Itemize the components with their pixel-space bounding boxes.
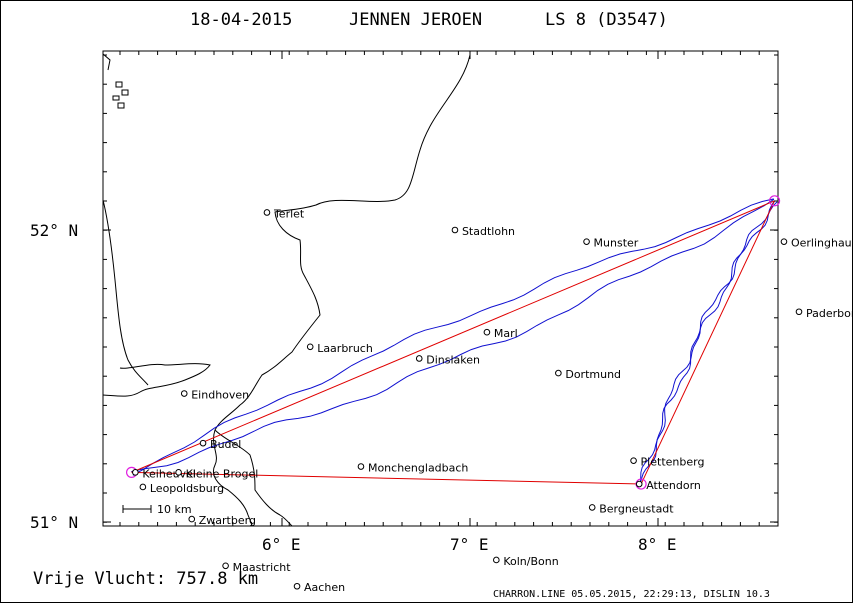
- place-stadtlohn: Stadtlohn: [452, 225, 515, 238]
- place-marker-icon: [223, 563, 229, 569]
- scale-bar: 10 km: [123, 503, 192, 516]
- place-munster: Munster: [584, 237, 639, 250]
- place-kleine-brogel: Kleine Brogel: [176, 467, 259, 480]
- place-marker-icon: [176, 470, 182, 476]
- lon-tick-label: 8° E: [638, 535, 677, 554]
- place-marker-icon: [294, 583, 300, 589]
- route-leg: [132, 201, 775, 473]
- place-marker-icon: [494, 557, 500, 563]
- place-label: Marl: [494, 327, 518, 340]
- place-label: Koln/Bonn: [503, 555, 558, 568]
- nl-coast: [103, 200, 148, 385]
- place-marker-icon: [589, 505, 595, 511]
- place-label: Budel: [210, 438, 241, 451]
- place-marker-icon: [358, 464, 364, 470]
- place-attendorn: Attendorn: [636, 479, 701, 492]
- place-koln-bonn: Koln/Bonn: [494, 555, 559, 568]
- place-laarbruch: Laarbruch: [307, 342, 372, 355]
- place-marker-icon: [556, 370, 562, 376]
- place-paderborn: Paderborn: [796, 307, 853, 320]
- place-marker-icon: [484, 329, 490, 335]
- country-borders: [103, 54, 470, 526]
- place-marker-icon: [781, 239, 787, 245]
- lat-tick-label: 51° N: [30, 513, 78, 532]
- place-label: Munster: [594, 237, 639, 250]
- place-marker-icon: [133, 470, 139, 476]
- place-marker-icon: [584, 239, 590, 245]
- place-label: Zwartberg: [199, 514, 256, 527]
- place-plettenberg: Plettenberg: [631, 456, 705, 469]
- place-markers: Terlet Stadtlohn Munster Oerlinghausen Pader…: [133, 207, 853, 594]
- place-marker-icon: [631, 458, 637, 464]
- place-marker-icon: [264, 210, 270, 216]
- place-marker-icon: [140, 484, 146, 490]
- place-label: Bergneustadt: [599, 502, 674, 515]
- track-segment: [133, 199, 774, 475]
- place-oerlinghausen: Oerlinghausen: [781, 237, 853, 250]
- place-label: Stadtlohn: [462, 225, 515, 238]
- place-marker-icon: [307, 344, 313, 350]
- place-eindhoven: Eindhoven: [181, 389, 249, 402]
- scale-bar-label: 10 km: [157, 503, 192, 516]
- place-marker-icon: [416, 356, 422, 362]
- glider-class: LS 8 (D3547): [545, 10, 668, 30]
- track-segment: [131, 199, 774, 471]
- place-monchengladbach: Monchengladbach: [358, 462, 468, 475]
- place-marker-icon: [189, 516, 195, 522]
- place-leopoldsburg: Leopoldsburg: [140, 482, 224, 495]
- place-label: Eindhoven: [191, 389, 249, 402]
- place-label: Leopoldsburg: [150, 482, 224, 495]
- place-marker-icon: [452, 227, 458, 233]
- lon-tick-label: 7° E: [450, 535, 489, 554]
- place-marl: Marl: [484, 327, 518, 340]
- place-label: Aachen: [304, 581, 345, 594]
- place-label: Paderborn: [806, 307, 853, 320]
- place-label: Monchengladbach: [368, 462, 468, 475]
- place-dinslaken: Dinslaken: [416, 353, 480, 366]
- place-terlet: Terlet: [264, 207, 305, 220]
- place-marker-icon: [636, 481, 642, 487]
- place-label: Dortmund: [565, 368, 621, 381]
- software-text: CHARRON.LINE 05.05.2015, 22:29:13, DISLI…: [493, 589, 770, 600]
- lake: [103, 54, 110, 70]
- place-label: Terlet: [273, 207, 305, 220]
- place-bergneustadt: Bergneustadt: [589, 502, 674, 515]
- lat-tick-label: 52° N: [30, 221, 78, 240]
- place-marker-icon: [181, 391, 187, 397]
- place-label: Plettenberg: [641, 456, 705, 469]
- pilot-name: JENNEN JEROEN: [349, 10, 482, 30]
- wadden-islands: [113, 82, 128, 108]
- distance-text: Vrije Vlucht: 757.8 km: [33, 569, 258, 589]
- place-label: Dinslaken: [426, 353, 480, 366]
- flight-date: 18-04-2015: [190, 10, 292, 30]
- place-label: Attendorn: [646, 479, 701, 492]
- place-zwartberg: Zwartberg: [189, 514, 256, 527]
- place-aachen: Aachen: [294, 581, 345, 594]
- place-dortmund: Dortmund: [556, 368, 621, 381]
- place-marker-icon: [200, 440, 206, 446]
- route-leg: [641, 201, 774, 484]
- place-label: Oerlinghausen: [791, 237, 853, 250]
- place-label: Kleine Brogel: [186, 467, 259, 480]
- place-marker-icon: [796, 309, 802, 315]
- lon-tick-label: 6° E: [262, 535, 301, 554]
- place-label: Laarbruch: [317, 342, 373, 355]
- nl-de-border: [215, 55, 470, 526]
